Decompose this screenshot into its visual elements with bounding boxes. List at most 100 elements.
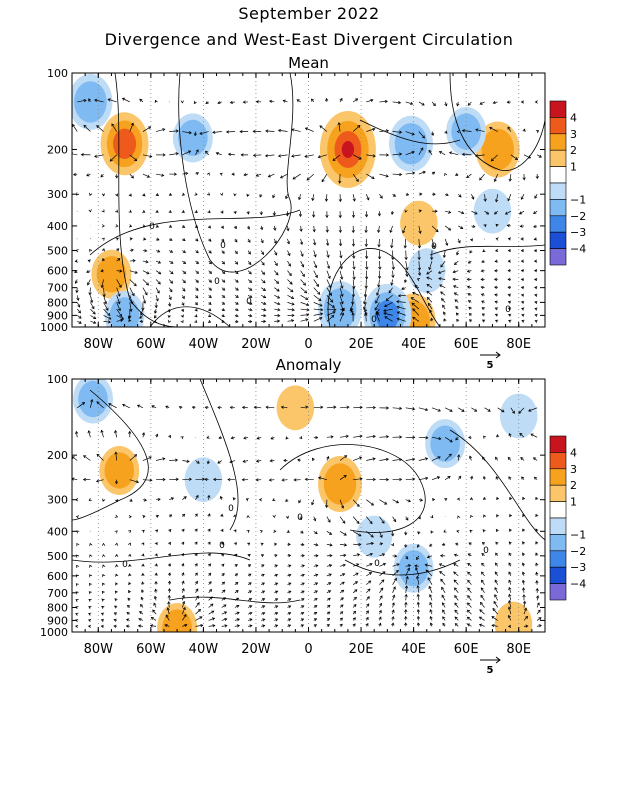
wind-vector-head: [359, 405, 363, 410]
wind-vector-head: [414, 285, 418, 289]
wind-vector-head: [508, 586, 512, 591]
wind-vector-head: [534, 277, 538, 282]
wind-vector: [139, 315, 144, 319]
contour-label: 0: [122, 560, 128, 570]
wind-vector: [247, 294, 253, 298]
x-tick-label: 60E: [454, 337, 479, 352]
wind-vector: [182, 496, 187, 500]
wind-vector-head: [224, 617, 228, 622]
wind-vector: [182, 279, 186, 283]
wind-vector-head: [416, 544, 420, 548]
wind-vector-head: [208, 581, 212, 585]
wind-vector-head: [275, 272, 279, 276]
colorbar-swatch: [549, 550, 567, 568]
wind-vector-head: [458, 475, 462, 479]
wind-vector-head: [396, 311, 400, 315]
wind-vector-head: [194, 308, 198, 312]
wind-vector: [312, 194, 315, 201]
wind-vector-head: [535, 580, 539, 584]
wind-vector-head: [128, 573, 132, 577]
wind-vector-head: [128, 542, 131, 546]
wind-vector-head: [435, 229, 439, 233]
divergence-shading: [96, 256, 127, 293]
wind-vector-head: [130, 175, 134, 179]
wind-vector-head: [275, 280, 280, 284]
wind-vector-head: [342, 520, 346, 524]
wind-vector: [353, 563, 359, 567]
wind-vector-head: [246, 514, 250, 519]
wind-vector-head: [319, 125, 323, 129]
wind-vector: [90, 315, 96, 319]
wind-vector-head: [87, 259, 91, 263]
wind-vector: [234, 625, 240, 627]
wind-vector-head: [286, 241, 290, 245]
wind-vector-head: [343, 475, 347, 479]
contour-line: [178, 73, 294, 273]
wind-vector-head: [182, 280, 186, 284]
wind-vector-head: [404, 609, 408, 613]
wind-vector: [326, 573, 332, 577]
wind-vector-head: [327, 519, 331, 523]
wind-vector-head: [404, 257, 408, 261]
wind-vector: [195, 270, 199, 274]
wind-vector-head: [183, 260, 187, 264]
wind-vector-head: [339, 617, 343, 621]
wind-vector: [182, 287, 186, 292]
wind-vector-head: [306, 302, 310, 307]
wind-vector-head: [420, 147, 424, 151]
wind-vector-head: [315, 554, 319, 558]
wind-vector-head: [482, 529, 486, 533]
wind-vector: [247, 260, 252, 265]
wind-vector-head: [379, 602, 383, 606]
wind-vector: [383, 312, 393, 316]
wind-vector-head: [261, 251, 264, 256]
wind-vector-head: [102, 554, 106, 558]
wind-vector-head: [282, 99, 286, 103]
wind-vector-head: [372, 154, 376, 158]
wind-vector-head: [89, 554, 93, 558]
wind-vector-head: [405, 517, 409, 521]
wind-vector-head: [521, 571, 525, 575]
wind-vector-head: [252, 129, 256, 134]
wind-vector: [260, 279, 266, 284]
wind-vector: [444, 476, 451, 480]
wind-vector-head: [279, 175, 284, 179]
wind-vector-head: [313, 618, 318, 622]
wind-vector: [326, 543, 333, 546]
wind-vector: [452, 270, 459, 273]
wind-vector-head: [429, 622, 433, 626]
wind-vector-head: [507, 277, 511, 282]
wind-vector-head: [101, 193, 106, 197]
wind-vector-head: [434, 209, 438, 213]
wind-vector-head: [195, 250, 199, 254]
wind-vector-head: [375, 312, 379, 316]
wind-vector: [261, 294, 266, 298]
wind-vector-head: [429, 601, 433, 606]
wind-vector-head: [521, 579, 526, 583]
wind-vector: [467, 286, 472, 288]
wind-vector-head: [454, 595, 458, 599]
wind-vector-head: [149, 624, 154, 628]
wind-vector: [76, 308, 81, 314]
wind-vector-head: [441, 542, 445, 547]
wind-vector: [72, 153, 78, 156]
wind-vector: [379, 516, 385, 524]
wind-vector-head: [288, 598, 292, 602]
wind-vector-head: [533, 237, 537, 241]
wind-vector-head: [416, 615, 421, 620]
wind-vector-head: [399, 435, 403, 439]
wind-vector-head: [248, 582, 252, 586]
wind-vector: [129, 279, 137, 287]
wind-vector-head: [417, 257, 421, 261]
wind-vector: [265, 154, 275, 157]
wind-vector: [353, 406, 363, 409]
wind-vector-head: [314, 611, 318, 615]
wind-vector-head: [495, 223, 499, 227]
wind-vector-head: [430, 530, 434, 534]
wind-vector-head: [508, 593, 512, 597]
wind-vector-head: [438, 563, 443, 567]
wind-vector: [396, 301, 406, 303]
wind-vector-head: [101, 209, 105, 213]
wind-vector-head: [73, 172, 77, 176]
wind-vector-head: [249, 314, 253, 318]
